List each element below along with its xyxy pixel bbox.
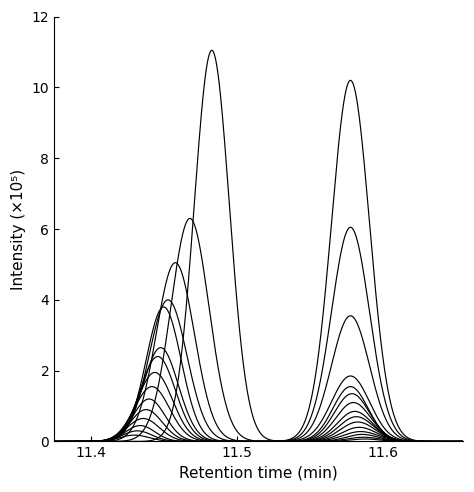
Y-axis label: Intensity (×10⁵): Intensity (×10⁵): [11, 168, 26, 290]
X-axis label: Retention time (min): Retention time (min): [179, 466, 338, 481]
